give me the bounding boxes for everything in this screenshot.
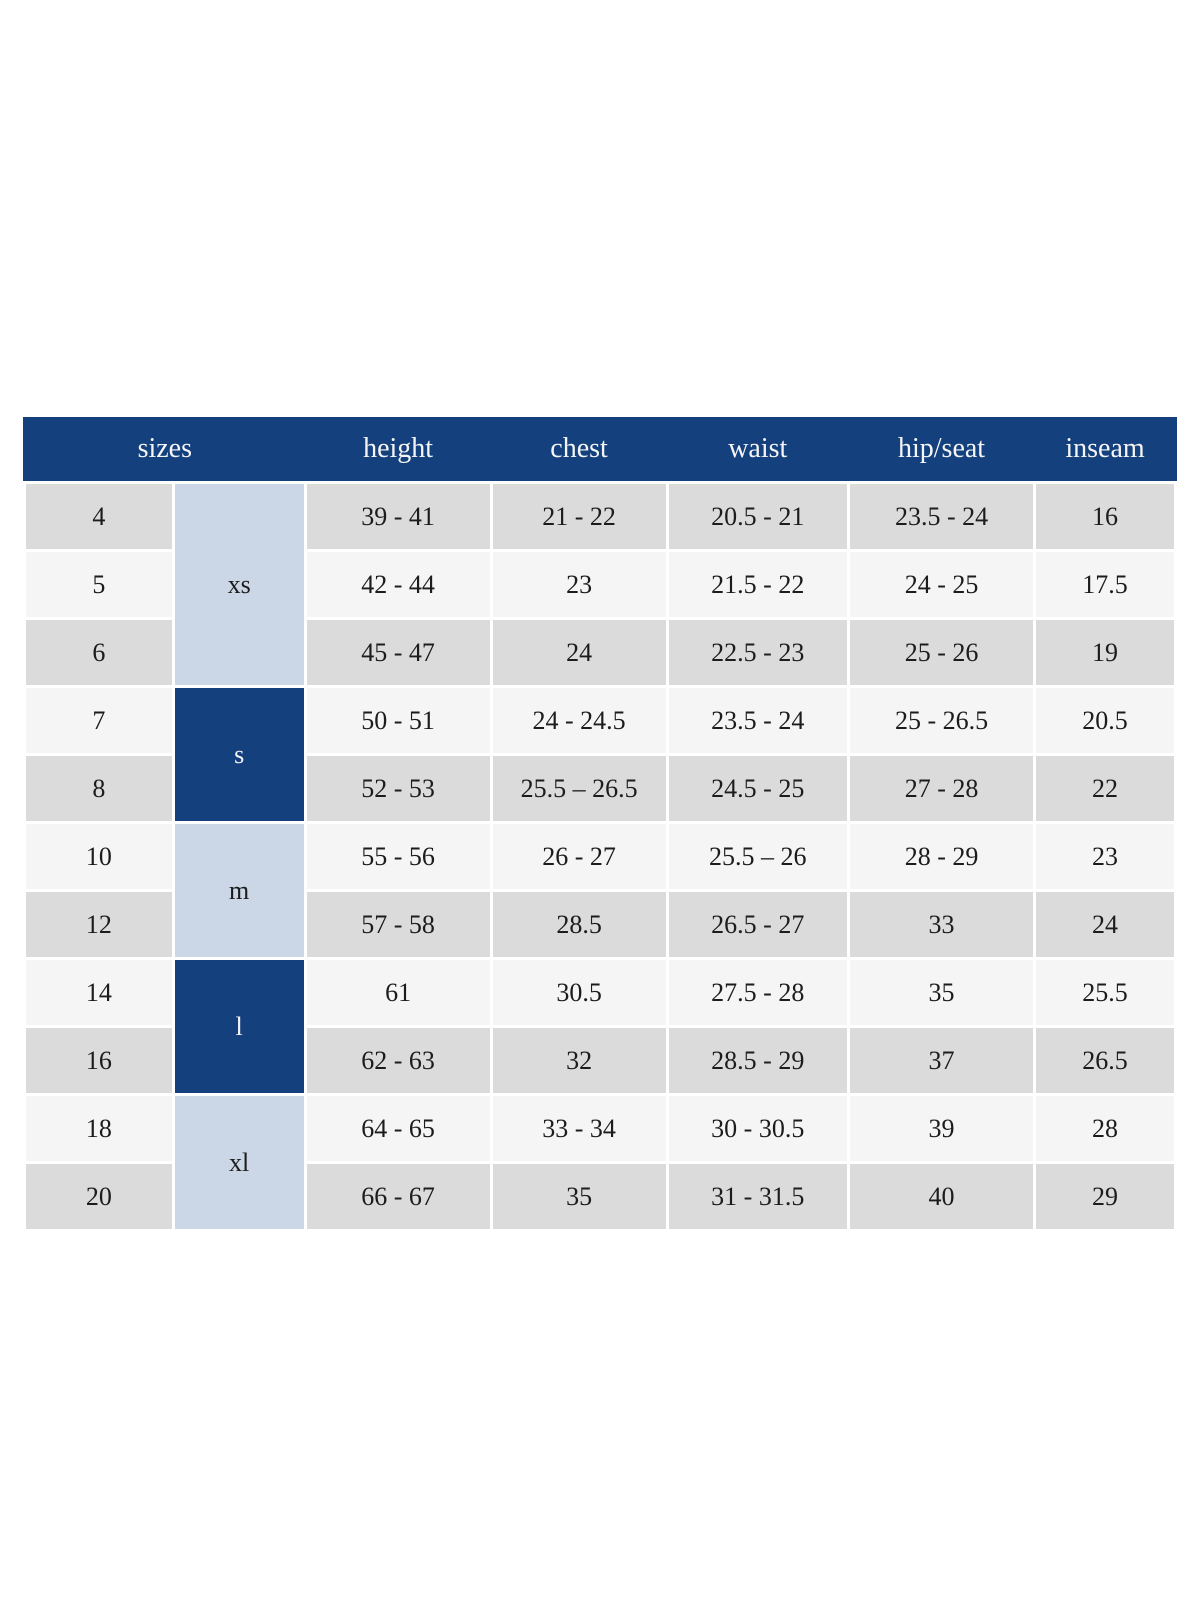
hip-seat-cell: 37: [850, 1028, 1034, 1093]
height-cell: 45 - 47: [306, 620, 490, 685]
chest-cell: 21 - 22: [492, 484, 666, 549]
size-group-cell: s: [174, 688, 304, 821]
inseam-cell: 28: [1036, 1096, 1174, 1161]
height-cell: 55 - 56: [306, 824, 490, 889]
table-row: 16 62 - 63 32 28.5 - 29 37 26.5: [26, 1028, 1174, 1093]
inseam-cell: 20.5: [1036, 688, 1174, 753]
header-chest: chest: [492, 417, 666, 481]
chest-cell: 24 - 24.5: [492, 688, 666, 753]
inseam-cell: 19: [1036, 620, 1174, 685]
size-cell: 4: [26, 484, 172, 549]
chest-cell: 35: [492, 1164, 666, 1229]
waist-cell: 31 - 31.5: [668, 1164, 848, 1229]
hip-seat-cell: 25 - 26.5: [850, 688, 1034, 753]
table-row: 20 66 - 67 35 31 - 31.5 40 29: [26, 1164, 1174, 1229]
size-cell: 18: [26, 1096, 172, 1161]
height-cell: 61: [306, 960, 490, 1025]
waist-cell: 24.5 - 25: [668, 756, 848, 821]
height-cell: 42 - 44: [306, 552, 490, 617]
waist-cell: 26.5 - 27: [668, 892, 848, 957]
size-cell: 12: [26, 892, 172, 957]
height-cell: 39 - 41: [306, 484, 490, 549]
size-cell: 6: [26, 620, 172, 685]
inseam-cell: 25.5: [1036, 960, 1174, 1025]
header-hip-seat: hip/seat: [850, 417, 1034, 481]
height-cell: 52 - 53: [306, 756, 490, 821]
table-row: 10 m 55 - 56 26 - 27 25.5 – 26 28 - 29 23: [26, 824, 1174, 957]
waist-cell: 28.5 - 29: [668, 1028, 848, 1093]
size-cell: 7: [26, 688, 172, 753]
inseam-cell: 29: [1036, 1164, 1174, 1229]
inseam-cell: 16: [1036, 484, 1174, 549]
waist-cell: 27.5 - 28: [668, 960, 848, 1025]
inseam-cell: 24: [1036, 892, 1174, 957]
hip-seat-cell: 39: [850, 1096, 1034, 1161]
table-row: 5 42 - 44 23 21.5 - 22 24 - 25 17.5: [26, 552, 1174, 617]
size-chart-body: 4 xs 39 - 41 21 - 22 20.5 - 21 23.5 - 24 16 5 42…: [26, 484, 1174, 1229]
hip-seat-cell: 28 - 29: [850, 824, 1034, 889]
waist-cell: 25.5 – 26: [668, 824, 848, 889]
height-cell: 50 - 51: [306, 688, 490, 753]
header-height: height: [306, 417, 490, 481]
size-chart-table: sizes height chest waist hip/seat inseam…: [23, 414, 1177, 1232]
chest-cell: 28.5: [492, 892, 666, 957]
chest-cell: 30.5: [492, 960, 666, 1025]
header-sizes: sizes: [26, 417, 304, 481]
waist-cell: 30 - 30.5: [668, 1096, 848, 1161]
table-row: 4 xs 39 - 41 21 - 22 20.5 - 21 23.5 - 24 16: [26, 484, 1174, 685]
size-group-cell: l: [174, 960, 304, 1093]
size-cell: 20: [26, 1164, 172, 1229]
inseam-cell: 22: [1036, 756, 1174, 821]
inseam-cell: 26.5: [1036, 1028, 1174, 1093]
height-cell: 64 - 65: [306, 1096, 490, 1161]
size-group-cell: xs: [174, 484, 304, 685]
table-row: 7 s 50 - 51 24 - 24.5 23.5 - 24 25 - 26.5 20.5: [26, 688, 1174, 821]
header-row: sizes height chest waist hip/seat inseam: [26, 417, 1174, 481]
size-group-cell: m: [174, 824, 304, 957]
hip-seat-cell: 25 - 26: [850, 620, 1034, 685]
inseam-cell: 23: [1036, 824, 1174, 889]
size-cell: 14: [26, 960, 172, 1025]
height-cell: 66 - 67: [306, 1164, 490, 1229]
waist-cell: 21.5 - 22: [668, 552, 848, 617]
table-row: 6 45 - 47 24 22.5 - 23 25 - 26 19: [26, 620, 1174, 685]
size-cell: 10: [26, 824, 172, 889]
waist-cell: 22.5 - 23: [668, 620, 848, 685]
table-row: 12 57 - 58 28.5 26.5 - 27 33 24: [26, 892, 1174, 957]
height-cell: 57 - 58: [306, 892, 490, 957]
waist-cell: 23.5 - 24: [668, 688, 848, 753]
hip-seat-cell: 35: [850, 960, 1034, 1025]
hip-seat-cell: 23.5 - 24: [850, 484, 1034, 549]
chest-cell: 26 - 27: [492, 824, 666, 889]
hip-seat-cell: 24 - 25: [850, 552, 1034, 617]
size-cell: 8: [26, 756, 172, 821]
table-row: 8 52 - 53 25.5 – 26.5 24.5 - 25 27 - 28 22: [26, 756, 1174, 821]
chest-cell: 23: [492, 552, 666, 617]
waist-cell: 20.5 - 21: [668, 484, 848, 549]
size-group-cell: xl: [174, 1096, 304, 1229]
header-waist: waist: [668, 417, 848, 481]
hip-seat-cell: 33: [850, 892, 1034, 957]
hip-seat-cell: 40: [850, 1164, 1034, 1229]
header-inseam: inseam: [1036, 417, 1174, 481]
height-cell: 62 - 63: [306, 1028, 490, 1093]
chest-cell: 24: [492, 620, 666, 685]
chest-cell: 33 - 34: [492, 1096, 666, 1161]
inseam-cell: 17.5: [1036, 552, 1174, 617]
size-chart: sizes height chest waist hip/seat inseam…: [23, 414, 1177, 1232]
size-cell: 5: [26, 552, 172, 617]
table-row: 14 l 61 30.5 27.5 - 28 35 25.5: [26, 960, 1174, 1093]
table-row: 18 xl 64 - 65 33 - 34 30 - 30.5 39 28: [26, 1096, 1174, 1229]
size-cell: 16: [26, 1028, 172, 1093]
hip-seat-cell: 27 - 28: [850, 756, 1034, 821]
chest-cell: 32: [492, 1028, 666, 1093]
chest-cell: 25.5 – 26.5: [492, 756, 666, 821]
